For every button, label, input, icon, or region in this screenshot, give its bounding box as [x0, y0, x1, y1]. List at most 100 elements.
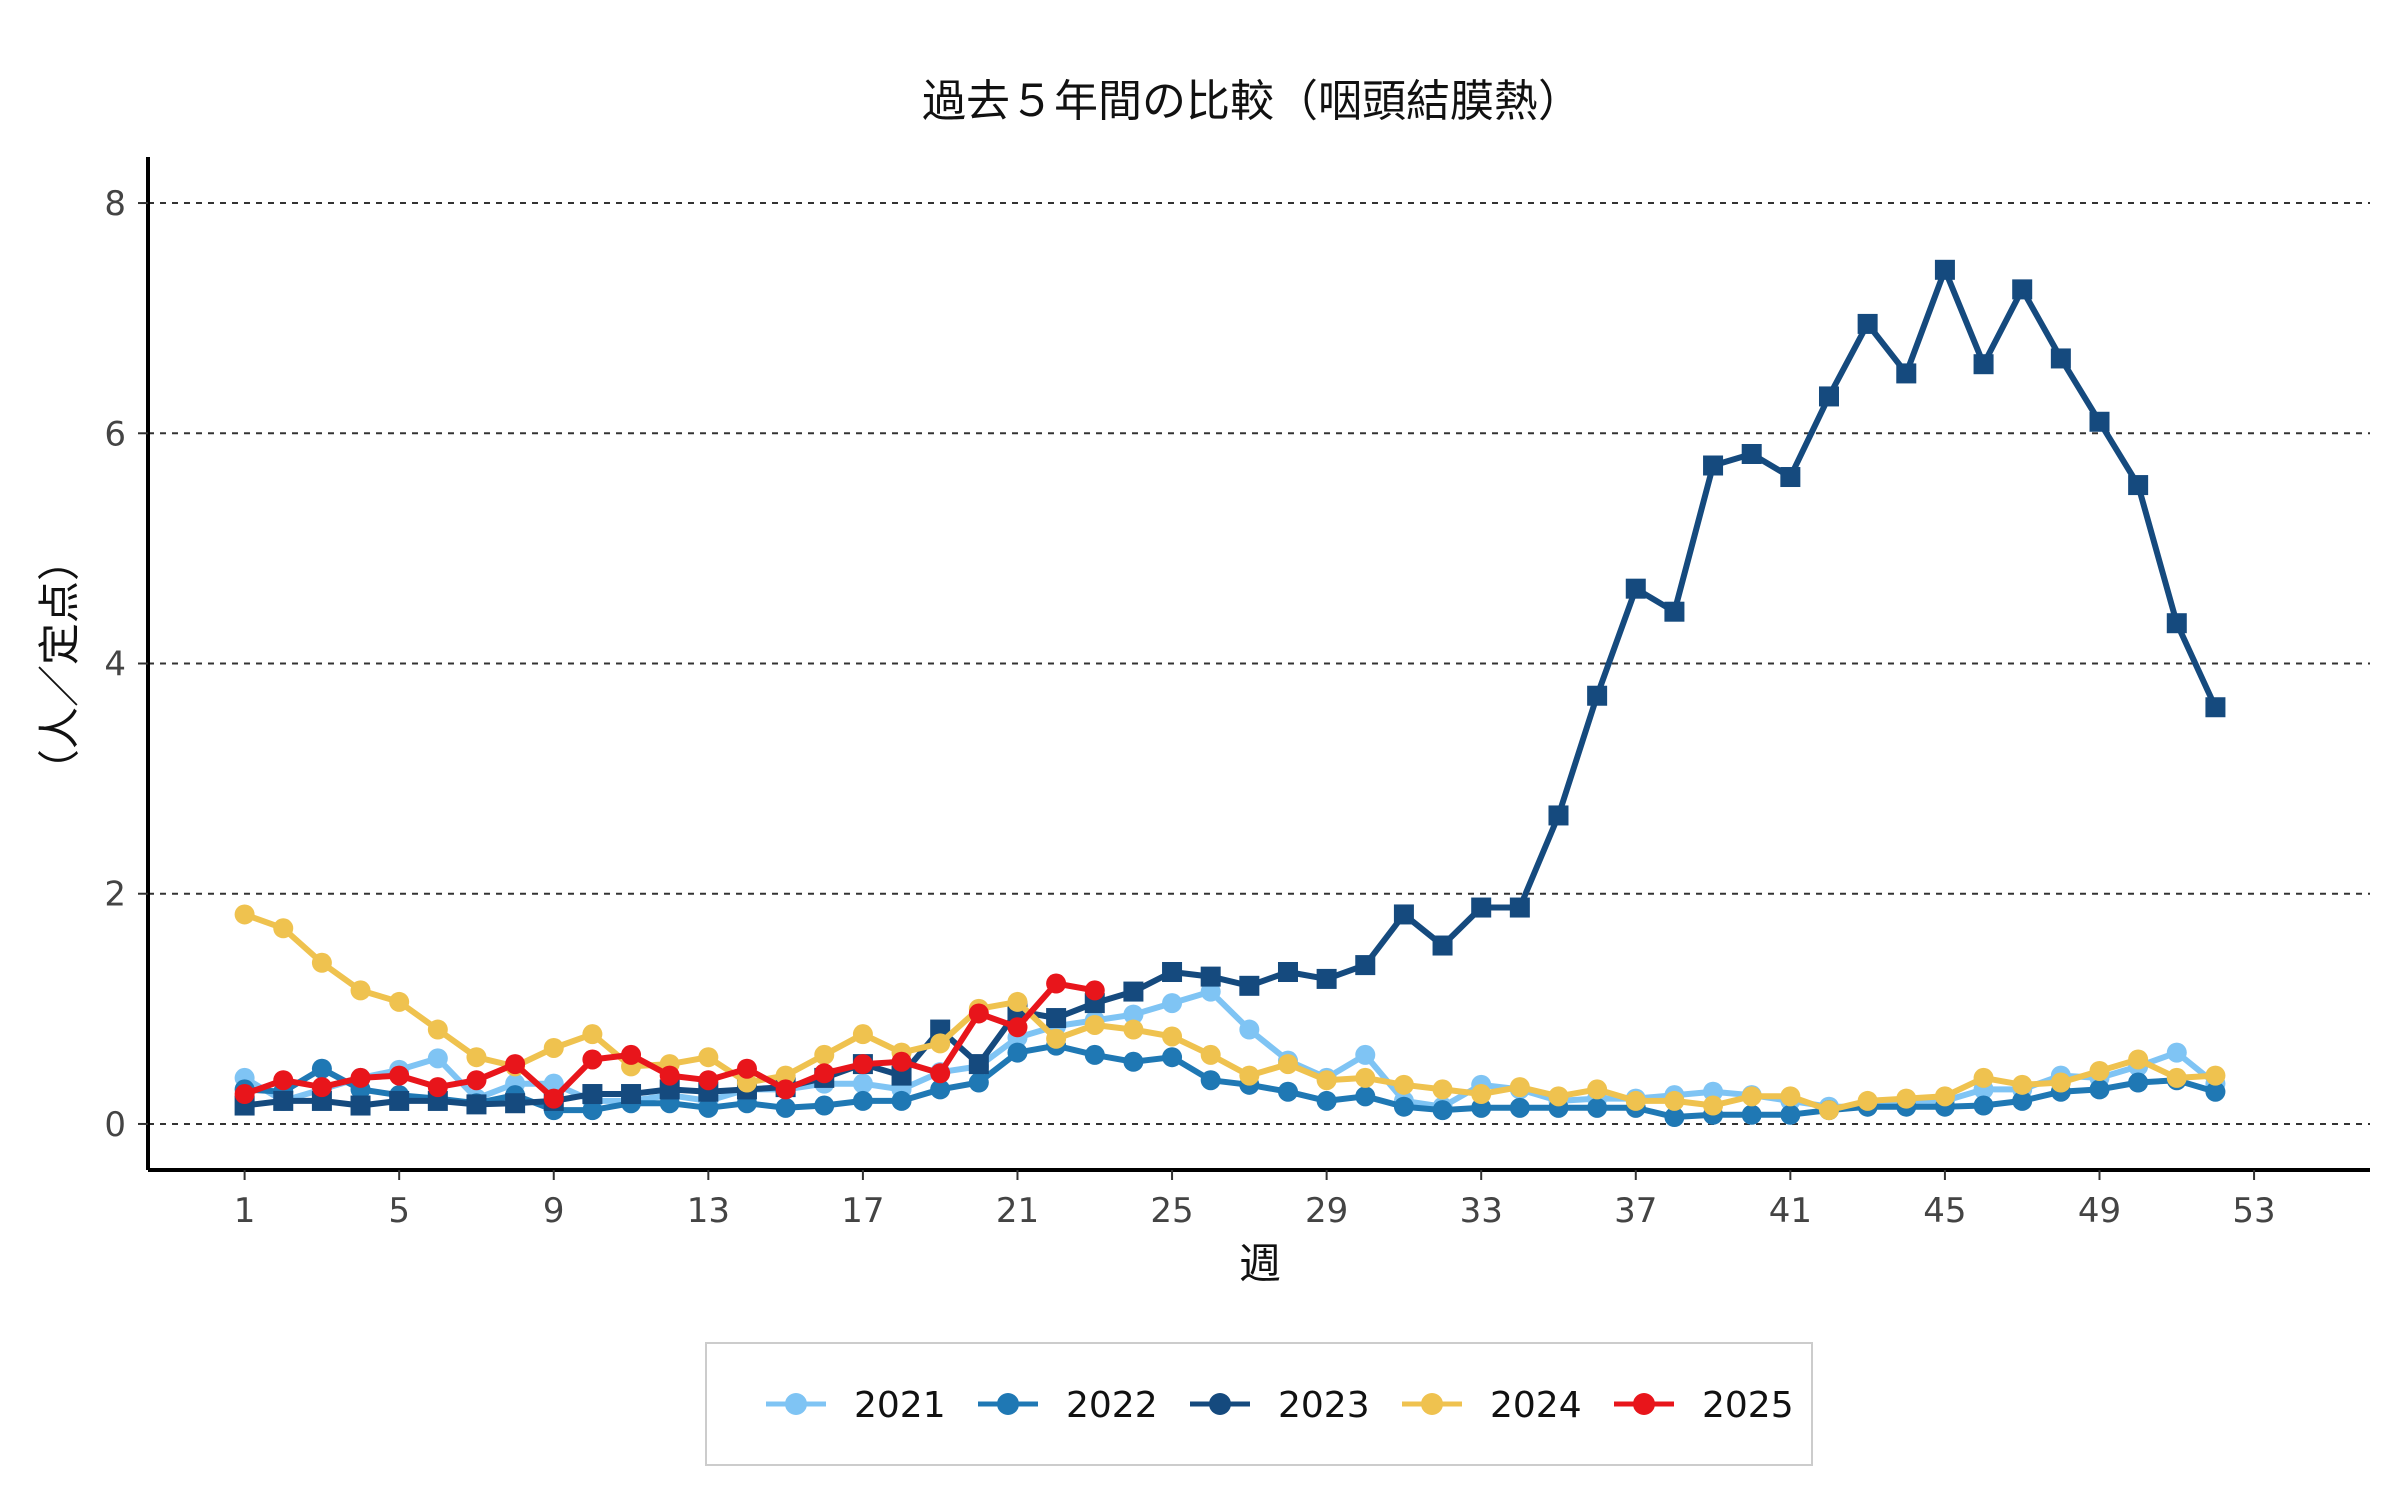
data-point — [427, 1077, 448, 1098]
data-point — [1239, 1065, 1260, 1086]
data-point — [1741, 443, 1762, 464]
x-tick-label: 5 — [388, 1191, 410, 1231]
data-point — [1123, 1051, 1144, 1072]
legend-label: 2025 — [1702, 1385, 1794, 1426]
y-tick-label: 8 — [104, 184, 126, 224]
data-point — [505, 1093, 526, 1114]
data-point — [1200, 966, 1221, 987]
data-point — [466, 1070, 487, 1091]
data-point — [2089, 1061, 2110, 1082]
data-point — [2205, 697, 2226, 718]
data-point — [1548, 805, 1569, 826]
legend-swatch-marker — [1209, 1393, 1231, 1415]
data-point — [1316, 1090, 1337, 1111]
data-point — [311, 1058, 332, 1079]
data-point — [698, 1070, 719, 1091]
data-point — [2128, 475, 2149, 496]
data-point — [582, 1100, 603, 1121]
data-point — [775, 1097, 796, 1118]
data-point — [1587, 1097, 1608, 1118]
legend-label: 2023 — [1278, 1385, 1370, 1426]
data-point — [2128, 1072, 2149, 1093]
data-point — [1509, 897, 1530, 918]
data-point — [1046, 1008, 1067, 1029]
data-point — [736, 1058, 757, 1079]
data-point — [1046, 973, 1067, 994]
legend-box — [705, 1342, 1813, 1466]
y-tick-label: 4 — [104, 645, 126, 685]
data-point — [582, 1084, 603, 1105]
data-point — [2012, 279, 2033, 300]
legend-swatch-marker — [997, 1393, 1019, 1415]
series-line — [241, 266, 2219, 1109]
legend-item: 2021 — [766, 1385, 946, 1426]
data-point — [1780, 467, 1801, 488]
data-point — [852, 1073, 873, 1094]
data-point — [1934, 1086, 1955, 1107]
data-point — [582, 1049, 603, 1070]
data-point — [1277, 1054, 1298, 1075]
data-point — [659, 1065, 680, 1086]
data-point — [2089, 1079, 2110, 1100]
data-point — [389, 1090, 410, 1111]
data-point — [466, 1047, 487, 1068]
series-line — [241, 911, 2219, 1114]
y-axis-title: （人／定点） — [35, 539, 84, 791]
x-tick-label: 1 — [234, 1191, 256, 1231]
legend-item: 2025 — [1614, 1385, 1794, 1426]
x-ticks: 1 5 9 13 17 21 25 29 33 37 41 45 49 53 — [234, 1170, 2276, 1231]
x-tick-label: 53 — [2232, 1191, 2275, 1231]
data-point — [1084, 980, 1105, 1001]
data-point — [1664, 1107, 1685, 1128]
data-point — [1703, 1095, 1724, 1116]
data-point — [389, 991, 410, 1012]
legend-swatch-marker — [1633, 1393, 1655, 1415]
data-point — [1316, 1070, 1337, 1091]
data-point — [273, 918, 294, 939]
data-point — [1084, 1044, 1105, 1065]
data-point — [930, 1063, 951, 1084]
data-point — [1007, 991, 1028, 1012]
series-line — [241, 1042, 2219, 1120]
data-point — [1007, 1042, 1028, 1063]
x-axis-title: 週 — [1239, 1239, 1281, 1288]
data-point — [543, 1073, 564, 1094]
data-point — [1703, 455, 1724, 476]
data-point — [1200, 1044, 1221, 1065]
data-point — [1896, 363, 1917, 384]
data-point — [1123, 1019, 1144, 1040]
data-point — [1625, 578, 1646, 599]
data-point — [1432, 1079, 1453, 1100]
legend-item: 2024 — [1402, 1385, 1582, 1426]
series — [234, 259, 2226, 1128]
data-point — [311, 952, 332, 973]
x-tick-label: 17 — [841, 1191, 884, 1231]
data-point — [1934, 259, 1955, 280]
legend-label: 2022 — [1066, 1385, 1158, 1426]
data-point — [814, 1095, 835, 1116]
data-point — [814, 1063, 835, 1084]
y-tick-label: 0 — [104, 1105, 126, 1145]
data-point — [1355, 1086, 1376, 1107]
data-point — [1239, 1019, 1260, 1040]
data-point — [234, 904, 255, 925]
data-point — [2166, 1042, 2187, 1063]
data-point — [930, 1079, 951, 1100]
x-tick-label: 41 — [1769, 1191, 1812, 1231]
data-point — [273, 1090, 294, 1111]
data-point — [1587, 1079, 1608, 1100]
data-point — [1162, 993, 1183, 1014]
series-2024 — [234, 904, 2226, 1121]
data-point — [2205, 1065, 2226, 1086]
data-point — [505, 1054, 526, 1075]
data-point — [2050, 1072, 2071, 1093]
data-point — [1432, 1100, 1453, 1121]
data-point — [273, 1070, 294, 1091]
data-point — [1162, 962, 1183, 983]
series-2023 — [234, 259, 2226, 1116]
data-point — [698, 1047, 719, 1068]
data-point — [1625, 1090, 1646, 1111]
y-tick-label: 6 — [104, 414, 126, 454]
data-point — [659, 1079, 680, 1100]
data-point — [930, 1033, 951, 1054]
